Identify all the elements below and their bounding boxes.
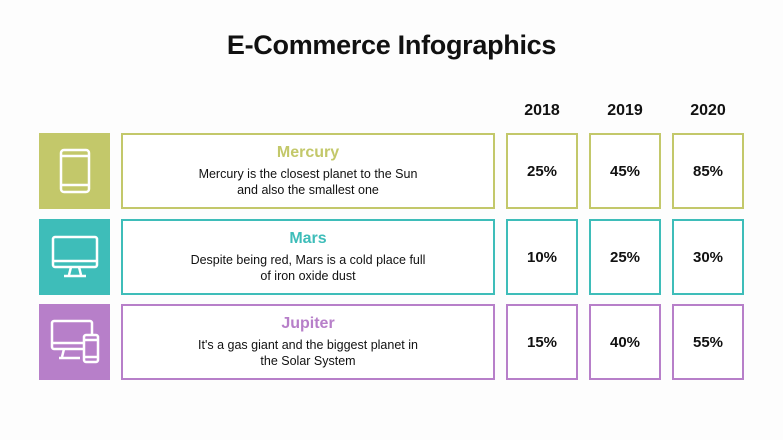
monitor-icon-tile: [39, 219, 110, 295]
planet-description: Mercury is the closest planet to the Sun…: [198, 167, 418, 197]
value-2019: 40%: [589, 304, 661, 380]
description-card: Mercury Mercury is the closest planet to…: [121, 133, 495, 209]
year-header-2020: 2020: [690, 102, 726, 119]
row-mercury: Mercury Mercury is the closest planet to…: [0, 133, 783, 209]
monitor-icon: [51, 235, 98, 278]
value-2020: 55%: [672, 304, 744, 380]
value-2018: 15%: [506, 304, 578, 380]
row-mars: Mars Despite being red, Mars is a cold p…: [0, 219, 783, 295]
planet-name: Jupiter: [281, 315, 335, 332]
value-2020: 85%: [672, 133, 744, 209]
value-2018: 10%: [506, 219, 578, 295]
devices-icon: [50, 319, 99, 364]
tablet-icon-tile: [39, 133, 110, 209]
row-jupiter: Jupiter It's a gas giant and the biggest…: [0, 304, 783, 380]
year-header-2019: 2019: [607, 102, 643, 119]
value-2019: 25%: [589, 219, 661, 295]
year-header-2018: 2018: [524, 102, 560, 119]
planet-description: It's a gas giant and the biggest planet …: [198, 338, 418, 368]
planet-description: Despite being red, Mars is a cold place …: [190, 253, 426, 283]
description-card: Mars Despite being red, Mars is a cold p…: [121, 219, 495, 295]
tablet-icon: [59, 148, 90, 194]
planet-name: Mercury: [276, 144, 340, 161]
devices-icon-tile: [39, 304, 110, 380]
description-card: Jupiter It's a gas giant and the biggest…: [121, 304, 495, 380]
planet-name: Mars: [289, 230, 327, 247]
page-title: E-Commerce Infographics: [226, 30, 557, 60]
value-2018: 25%: [506, 133, 578, 209]
value-2019: 45%: [589, 133, 661, 209]
value-2020: 30%: [672, 219, 744, 295]
